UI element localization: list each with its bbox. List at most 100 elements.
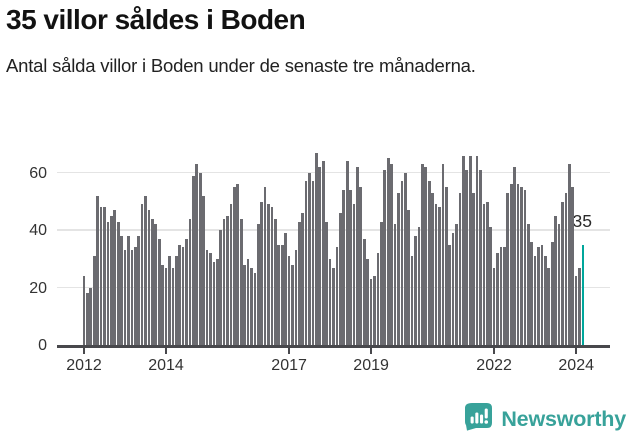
bar — [99, 207, 103, 345]
bar — [239, 218, 243, 345]
bar — [485, 201, 489, 345]
bar — [116, 221, 120, 345]
bar — [455, 224, 458, 345]
bar — [328, 258, 332, 345]
highlighted-bar — [581, 244, 585, 345]
bar — [287, 256, 291, 345]
bar — [205, 250, 209, 345]
bar — [332, 267, 335, 345]
x-axis-tick — [370, 348, 373, 354]
bar — [250, 267, 253, 345]
bar — [359, 187, 363, 345]
bar — [499, 247, 503, 345]
x-axis-line — [57, 345, 610, 348]
page-subtitle: Antal sålda villor i Boden under de sena… — [6, 55, 476, 76]
page-title: 35 villor såldes i Boden — [6, 4, 306, 35]
bar — [509, 184, 513, 345]
bar — [561, 201, 564, 345]
bar — [106, 221, 110, 345]
bar — [113, 210, 117, 345]
x-axis-tick — [83, 348, 85, 354]
bar — [89, 287, 93, 345]
bar — [434, 204, 438, 345]
bar — [311, 181, 315, 345]
x-axis-tick — [165, 348, 167, 354]
bar — [209, 253, 212, 345]
bar — [444, 187, 448, 345]
bar — [468, 155, 472, 345]
bar — [181, 247, 185, 345]
bar — [267, 204, 270, 345]
bar — [274, 218, 277, 345]
bar — [537, 247, 540, 345]
bar — [530, 241, 534, 345]
brand-name: Newsworthy — [501, 406, 626, 431]
bar — [526, 224, 530, 345]
bar — [438, 207, 441, 345]
bar — [260, 201, 264, 345]
bar — [403, 172, 407, 345]
bar — [393, 224, 397, 345]
bar — [294, 250, 298, 345]
gridline — [57, 229, 610, 231]
brand-footer: Newsworthy — [464, 403, 626, 435]
bar — [571, 187, 575, 345]
bar — [523, 190, 527, 345]
bar — [407, 210, 411, 345]
bar — [174, 256, 178, 345]
bar — [86, 293, 89, 345]
bar — [178, 244, 182, 345]
y-axis-label: 60 — [29, 164, 47, 182]
bar — [161, 264, 164, 345]
bar — [417, 227, 421, 345]
bar — [277, 244, 281, 345]
bar — [325, 221, 328, 345]
bar — [318, 167, 322, 345]
bar-chart: 35 0 20 40 60 2012 2014 2017 2019 2022 2024 — [29, 152, 610, 374]
bar — [137, 235, 141, 345]
x-axis-label: 2022 — [476, 357, 512, 374]
bar — [557, 224, 561, 345]
bar — [492, 267, 496, 345]
bar — [489, 227, 493, 345]
bar — [380, 221, 383, 345]
bar — [171, 267, 175, 345]
bar — [133, 247, 137, 345]
last-value-label: 35 — [572, 210, 592, 231]
bar — [338, 212, 342, 345]
bar — [301, 212, 305, 345]
bar — [164, 267, 168, 345]
bar — [192, 175, 195, 345]
bar — [475, 155, 479, 345]
x-axis-label: 2019 — [353, 357, 389, 374]
bar — [550, 241, 554, 345]
bar — [513, 167, 516, 345]
bar — [253, 273, 257, 345]
bar — [195, 164, 199, 345]
bar — [544, 256, 547, 345]
bar — [144, 195, 147, 345]
bar — [147, 210, 151, 345]
bar — [421, 164, 424, 345]
bar — [270, 207, 274, 345]
bar — [120, 235, 123, 345]
bar — [482, 204, 486, 345]
bar — [400, 181, 404, 345]
newsworthy-logo-icon — [464, 402, 493, 436]
bar — [352, 204, 356, 345]
bar — [233, 187, 236, 345]
bar — [472, 192, 475, 345]
bar — [154, 224, 158, 345]
bar — [140, 204, 144, 345]
x-axis-label: 2012 — [66, 357, 102, 374]
bar — [321, 161, 325, 345]
bar — [383, 169, 387, 345]
bar — [315, 152, 318, 345]
bar — [229, 204, 233, 345]
bar — [578, 267, 581, 345]
bar — [448, 244, 452, 345]
bar — [349, 190, 352, 345]
bar — [185, 238, 188, 345]
bar — [219, 230, 223, 345]
